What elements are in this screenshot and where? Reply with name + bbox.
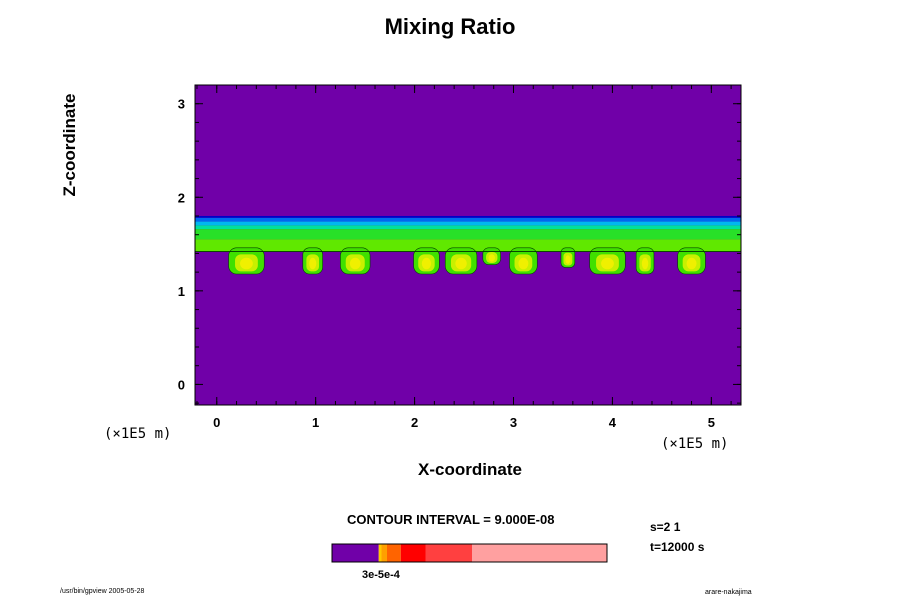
plume-peak-7 <box>565 255 571 264</box>
plot-area <box>195 85 741 405</box>
plume-peak-10 <box>686 257 697 270</box>
colorbar-frame <box>331 543 608 563</box>
chart-title: Mixing Ratio <box>384 14 516 39</box>
plume-peak-5 <box>488 254 495 262</box>
x-unit-label-left: (×1E5 m) <box>104 426 172 442</box>
plume-peak-4 <box>455 257 467 270</box>
x-tick-label: 5 <box>708 415 715 430</box>
y-tick-label: 2 <box>178 190 185 205</box>
layer-band-3 <box>195 225 741 230</box>
layer-band-4 <box>195 229 741 240</box>
layer-band-0 <box>195 215 741 218</box>
y-tick-label: 3 <box>178 97 185 112</box>
step-label: s=2 1 <box>650 520 681 534</box>
x-tick-label: 2 <box>411 415 418 430</box>
plume-peak-8 <box>601 257 614 270</box>
plume-peak-9 <box>641 257 649 270</box>
colorbar-segment-5 <box>425 544 473 562</box>
x-tick-label: 1 <box>312 415 319 430</box>
colorbar-segment-6 <box>472 544 607 562</box>
layer-band-1 <box>195 217 741 222</box>
colorbar-segment-3 <box>387 544 401 562</box>
footer-left: /usr/bin/gpview 2005-05-28 <box>60 588 145 595</box>
x-axis-label: X-coordinate <box>418 460 522 479</box>
x-tick-label: 4 <box>609 415 617 430</box>
colorbar <box>331 543 608 563</box>
colorbar-segment-2 <box>381 544 387 562</box>
x-tick-label: 0 <box>213 415 220 430</box>
footer-right: arare-nakajima <box>705 589 752 596</box>
axes: 0 1 2 3 4 5 0 1 2 3 <box>178 84 742 430</box>
plume-peak-1 <box>309 257 317 270</box>
plume-peak-2 <box>349 257 361 270</box>
x-tick-label: 3 <box>510 415 517 430</box>
y-axis-label: Z-coordinate <box>60 93 79 197</box>
time-label: t=12000 s <box>650 540 705 554</box>
y-tick-label: 0 <box>178 377 185 392</box>
y-tick-label: 1 <box>178 284 185 299</box>
x-unit-label-right: (×1E5 m) <box>661 436 729 452</box>
colorbar-segment-1 <box>378 544 382 562</box>
plot-frame <box>194 84 742 406</box>
colorbar-segment-0 <box>332 544 379 562</box>
colorbar-label: 3e-5e-4 <box>362 569 400 581</box>
colorbar-segment-4 <box>400 544 426 562</box>
plume-peak-6 <box>518 257 529 270</box>
contour-interval-label: CONTOUR INTERVAL = 9.000E-08 <box>347 512 555 527</box>
plume-peak-3 <box>421 257 432 270</box>
layer-band-2 <box>195 221 741 226</box>
plume-peak-0 <box>240 257 253 270</box>
